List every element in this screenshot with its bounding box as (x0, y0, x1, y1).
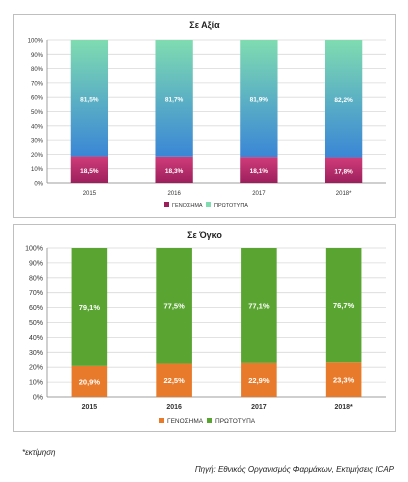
legend-label: ΓΕΝΟΣΗΜΑ (167, 418, 204, 425)
legend-label: ΠΡΩΤΟΤΥΠΑ (214, 203, 248, 209)
x-tick-label: 2016 (166, 404, 182, 411)
legend-label: ΓΕΝΟΣΗΜΑ (172, 203, 203, 209)
data-label-generic: 17,8% (334, 168, 353, 175)
chart-title: Σε Όγκο (187, 230, 222, 240)
chart-volume-panel: Σε Όγκο 0% 10% 20% 30% 40% 50% 60% 70% 80% 90% 100… (13, 224, 396, 432)
bar-original (325, 248, 362, 363)
footnote: *εκτίμηση (22, 448, 56, 457)
chart-value-svg: 0% 10% 20% 30% 40% 50% 60% 70% 80% 90% 100% 18,5% 81… (28, 39, 386, 209)
data-label-generic: 20,9% (79, 377, 101, 386)
bar-original (155, 40, 193, 157)
y-tick-label: 30% (31, 139, 44, 145)
x-tick-label: 2015 (83, 191, 97, 197)
bar-generic (70, 156, 109, 183)
chart-title: Σε Αξία (189, 20, 220, 30)
legend-swatch (164, 202, 169, 207)
y-tick-label: 100% (28, 39, 44, 45)
y-tick-label: 70% (31, 81, 44, 87)
data-label-generic: 18,1% (250, 168, 269, 175)
data-label-generic: 18,3% (165, 168, 184, 175)
x-tick-label: 2017 (251, 404, 267, 411)
y-tick-label: 40% (29, 335, 43, 342)
x-tick-label: 2015 (82, 404, 98, 411)
y-tick-label: 30% (29, 350, 43, 357)
legend-swatch (206, 202, 211, 207)
y-tick-label: 20% (29, 365, 43, 372)
x-tick-label: 2018* (336, 191, 352, 197)
bar-generic (241, 362, 277, 397)
y-tick-label: 0% (33, 395, 43, 402)
y-tick-label: 10% (29, 380, 43, 387)
bar-original (324, 40, 363, 158)
y-tick-label: 40% (31, 124, 44, 130)
bar-generic (71, 365, 108, 397)
y-tick-label: 50% (31, 110, 44, 116)
chart-volume-svg: 0% 10% 20% 30% 40% 50% 60% 70% 80% 90% 100% 20,9% 79… (25, 246, 386, 425)
x-tick-label: 2018* (334, 404, 353, 411)
y-tick-label: 70% (29, 290, 43, 297)
data-label-generic: 18,5% (80, 168, 99, 175)
y-tick-label: 60% (29, 305, 43, 312)
y-tick-label: 90% (29, 260, 43, 267)
data-label-original: 79,1% (79, 303, 101, 312)
data-label-original: 81,7% (165, 96, 184, 103)
y-tick-label: 80% (31, 67, 44, 73)
bar-generic (156, 363, 192, 397)
data-label-original: 81,9% (250, 97, 269, 104)
x-tick-label: 2017 (252, 191, 266, 197)
bar-generic (155, 156, 193, 183)
y-tick-label: 50% (29, 320, 43, 327)
y-tick-label: 60% (31, 96, 44, 102)
y-tick-label: 80% (29, 275, 43, 282)
y-tick-label: 100% (25, 246, 43, 253)
bar-generic (325, 362, 362, 397)
bar-original (241, 248, 277, 363)
y-tick-label: 90% (31, 53, 44, 59)
data-label-original: 77,1% (248, 301, 270, 310)
data-label-original: 77,5% (163, 302, 185, 311)
data-label-generic: 23,3% (333, 376, 355, 385)
bar-original (156, 248, 192, 364)
data-label-original: 82,2% (334, 97, 353, 104)
data-label-generic: 22,5% (163, 376, 185, 385)
chart-value-panel: Σε Αξία 0% 10% 20% 30% 40% 50% 60% 70% 80% 90% 100… (13, 14, 396, 218)
legend-label: ΠΡΩΤΟΤΥΠΑ (215, 418, 256, 425)
bar-generic (324, 157, 363, 183)
x-tick-label: 2016 (167, 191, 181, 197)
y-tick-label: 20% (31, 153, 44, 159)
data-label-generic: 22,9% (248, 376, 270, 385)
data-label-original: 76,7% (333, 301, 355, 310)
legend-swatch (207, 418, 212, 423)
bar-generic (240, 157, 278, 183)
bar-original (70, 40, 109, 157)
source-note: Πηγή: Εθνικός Οργανισμός Φαρμάκων, Εκτιμ… (194, 465, 394, 474)
bar-original (71, 248, 108, 366)
data-label-original: 81,5% (80, 96, 99, 103)
legend-swatch (159, 418, 164, 423)
bar-original (240, 40, 278, 158)
y-tick-label: 0% (34, 182, 43, 188)
y-tick-label: 10% (31, 167, 44, 173)
